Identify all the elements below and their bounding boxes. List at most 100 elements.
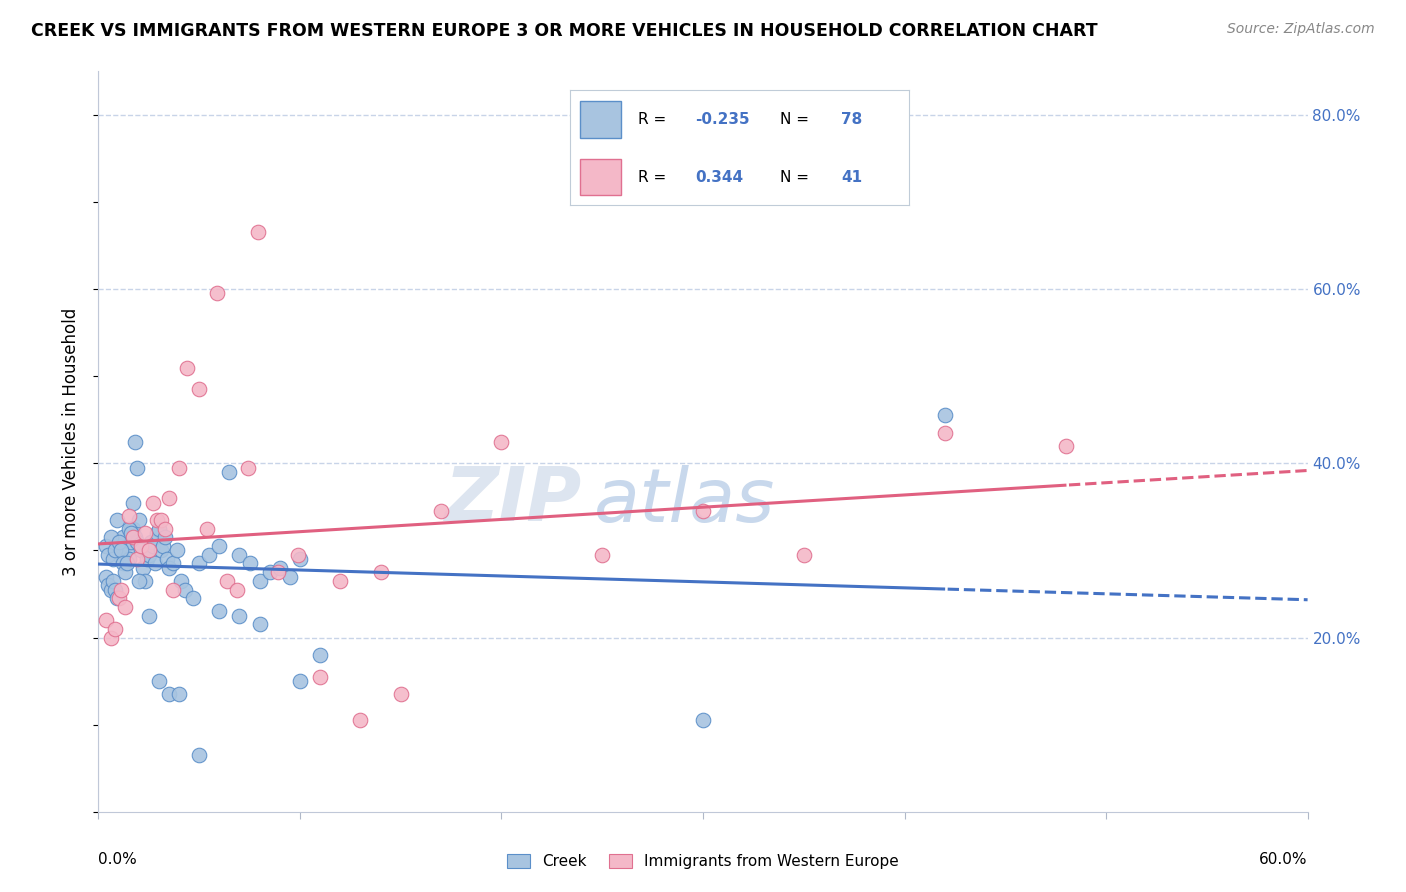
Point: [287, 548, 309, 562]
Point: [188, 748, 211, 763]
Point: [267, 565, 290, 579]
Point: [121, 495, 143, 509]
Point: [153, 522, 176, 536]
Point: [134, 526, 156, 541]
Point: [96, 613, 118, 627]
Point: [208, 539, 231, 553]
Point: [793, 548, 815, 562]
Point: [125, 534, 148, 549]
Point: [97, 548, 120, 562]
Point: [115, 543, 138, 558]
Text: CREEK VS IMMIGRANTS FROM WESTERN EUROPE 3 OR MORE VEHICLES IN HOUSEHOLD CORRELAT: CREEK VS IMMIGRANTS FROM WESTERN EUROPE …: [31, 22, 1098, 40]
Point: [288, 674, 311, 689]
Point: [105, 591, 128, 606]
Point: [107, 591, 129, 606]
Point: [97, 578, 120, 592]
Point: [1054, 439, 1077, 453]
Point: [149, 543, 172, 558]
Point: [120, 534, 142, 549]
Point: [370, 565, 392, 579]
Point: [228, 548, 250, 562]
Point: [96, 539, 118, 553]
Point: [100, 582, 122, 597]
Point: [114, 565, 136, 579]
Point: [692, 504, 714, 518]
Point: [176, 360, 198, 375]
Point: [226, 582, 249, 597]
Point: [128, 513, 150, 527]
Point: [135, 552, 157, 566]
Point: [103, 622, 125, 636]
Point: [153, 530, 176, 544]
Point: [148, 674, 170, 689]
Point: [125, 552, 148, 566]
Point: [174, 582, 197, 597]
Point: [110, 543, 132, 558]
Point: [246, 226, 269, 240]
Point: [103, 543, 125, 558]
Point: [103, 582, 125, 597]
Point: [217, 574, 239, 588]
Point: [157, 687, 180, 701]
Point: [138, 543, 160, 558]
Point: [121, 522, 143, 536]
Point: [132, 561, 155, 575]
Point: [101, 574, 124, 588]
Point: [162, 557, 184, 571]
Point: [198, 548, 221, 562]
Point: [430, 504, 453, 518]
Point: [259, 565, 281, 579]
Point: [156, 552, 179, 566]
Point: [188, 557, 211, 571]
Text: 0.0%: 0.0%: [98, 853, 138, 867]
Point: [329, 574, 352, 588]
Point: [934, 409, 956, 423]
Point: [167, 687, 190, 701]
Point: [111, 557, 134, 571]
Legend: Creek, Immigrants from Western Europe: Creek, Immigrants from Western Europe: [501, 848, 905, 875]
Point: [208, 604, 231, 618]
Point: [309, 670, 332, 684]
Point: [134, 574, 156, 588]
Point: [110, 539, 132, 553]
Point: [249, 617, 271, 632]
Point: [149, 513, 172, 527]
Point: [114, 557, 136, 571]
Point: [120, 526, 142, 541]
Point: [114, 600, 136, 615]
Point: [170, 574, 193, 588]
Point: [278, 569, 301, 583]
Point: [934, 425, 956, 440]
Point: [166, 543, 188, 558]
Point: [118, 552, 141, 566]
Point: [269, 561, 291, 575]
Point: [239, 557, 262, 571]
Point: [142, 539, 165, 553]
Point: [110, 582, 132, 597]
Point: [118, 522, 141, 536]
Y-axis label: 3 or more Vehicles in Household: 3 or more Vehicles in Household: [62, 308, 80, 575]
Point: [142, 495, 165, 509]
Point: [107, 534, 129, 549]
Point: [143, 557, 166, 571]
Point: [100, 631, 122, 645]
Point: [152, 539, 174, 553]
Point: [128, 574, 150, 588]
Point: [218, 465, 240, 479]
Point: [195, 522, 218, 536]
Point: [207, 286, 229, 301]
Point: [101, 552, 124, 566]
Point: [121, 530, 143, 544]
Point: [105, 513, 128, 527]
Point: [389, 687, 412, 701]
Point: [309, 648, 332, 662]
Point: [129, 539, 152, 553]
Point: [120, 522, 142, 536]
Point: [692, 713, 714, 727]
Point: [129, 543, 152, 558]
Point: [118, 508, 141, 523]
Point: [138, 548, 160, 562]
Text: ZIP: ZIP: [444, 464, 582, 537]
Point: [236, 460, 259, 475]
Text: Source: ZipAtlas.com: Source: ZipAtlas.com: [1227, 22, 1375, 37]
